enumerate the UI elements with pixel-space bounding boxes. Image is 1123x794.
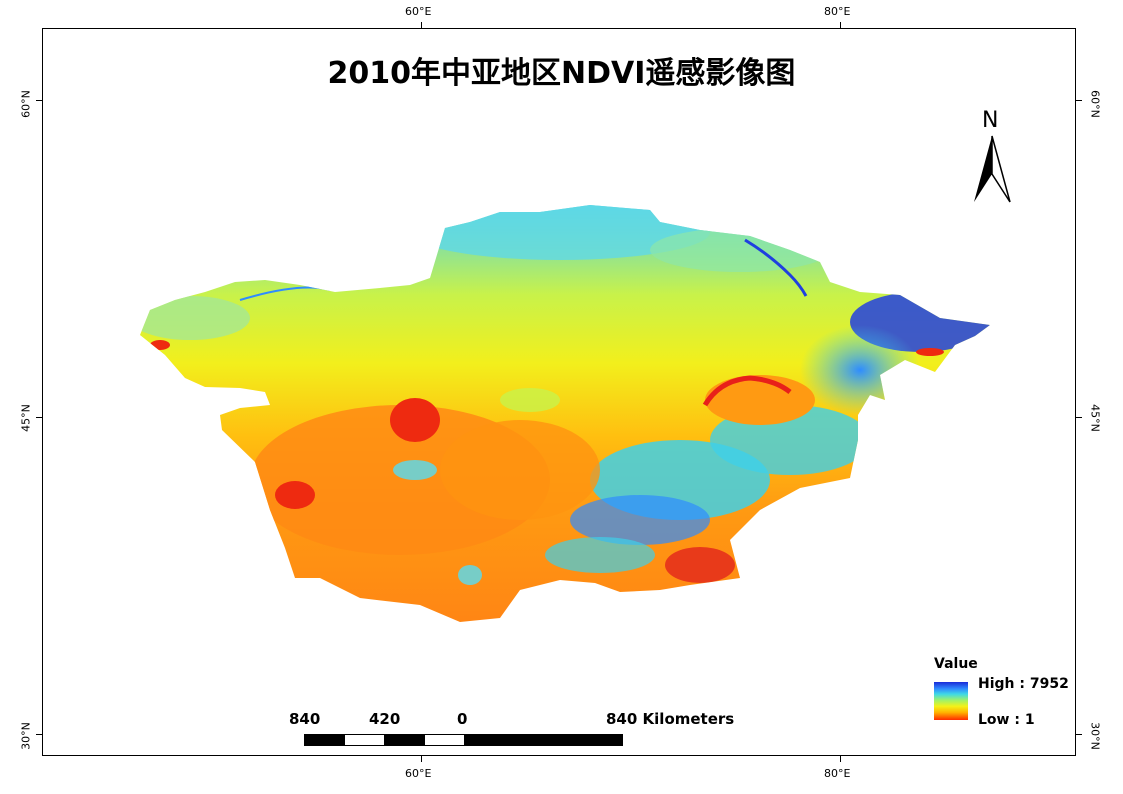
scale-bar-segment: [424, 734, 465, 746]
tick-top-60e: [421, 22, 422, 28]
scale-bar-segment: [384, 734, 425, 746]
tick-bottom-60e: [421, 756, 422, 762]
north-arrow-icon: [974, 135, 1011, 203]
scale-bar-segment: [464, 734, 623, 746]
tick-right-45n: [1076, 417, 1082, 418]
tick-left-45n: [36, 417, 42, 418]
tick-bottom-80e: [840, 756, 841, 762]
graticule-top-label: 60°E: [405, 5, 432, 18]
graticule-bottom-label: 80°E: [824, 767, 851, 780]
map-frame: [42, 28, 1076, 756]
scale-bar-label: 0: [457, 710, 468, 728]
tick-right-60n: [1076, 100, 1082, 101]
legend-high-label: High : 7952: [978, 676, 1069, 692]
tick-left-30n: [36, 734, 42, 735]
legend-low-label: Low : 1: [978, 712, 1035, 728]
tick-right-30n: [1076, 734, 1082, 735]
legend-title: Value: [934, 656, 978, 672]
scale-bar-label: 840: [289, 710, 321, 728]
north-arrow-label: N: [982, 108, 999, 133]
scale-bar-segment: [304, 734, 345, 746]
scale-bar-label: 420: [369, 710, 401, 728]
graticule-top-label: 80°E: [824, 5, 851, 18]
tick-top-80e: [840, 22, 841, 28]
map-title: 2010年中亚地区NDVI遥感影像图: [327, 56, 796, 91]
legend-color-ramp: [934, 682, 968, 720]
graticule-bottom-label: 60°E: [405, 767, 432, 780]
tick-left-60n: [36, 100, 42, 101]
scale-bar-label: 840 Kilometers: [606, 710, 735, 728]
scale-bar-segment: [344, 734, 385, 746]
